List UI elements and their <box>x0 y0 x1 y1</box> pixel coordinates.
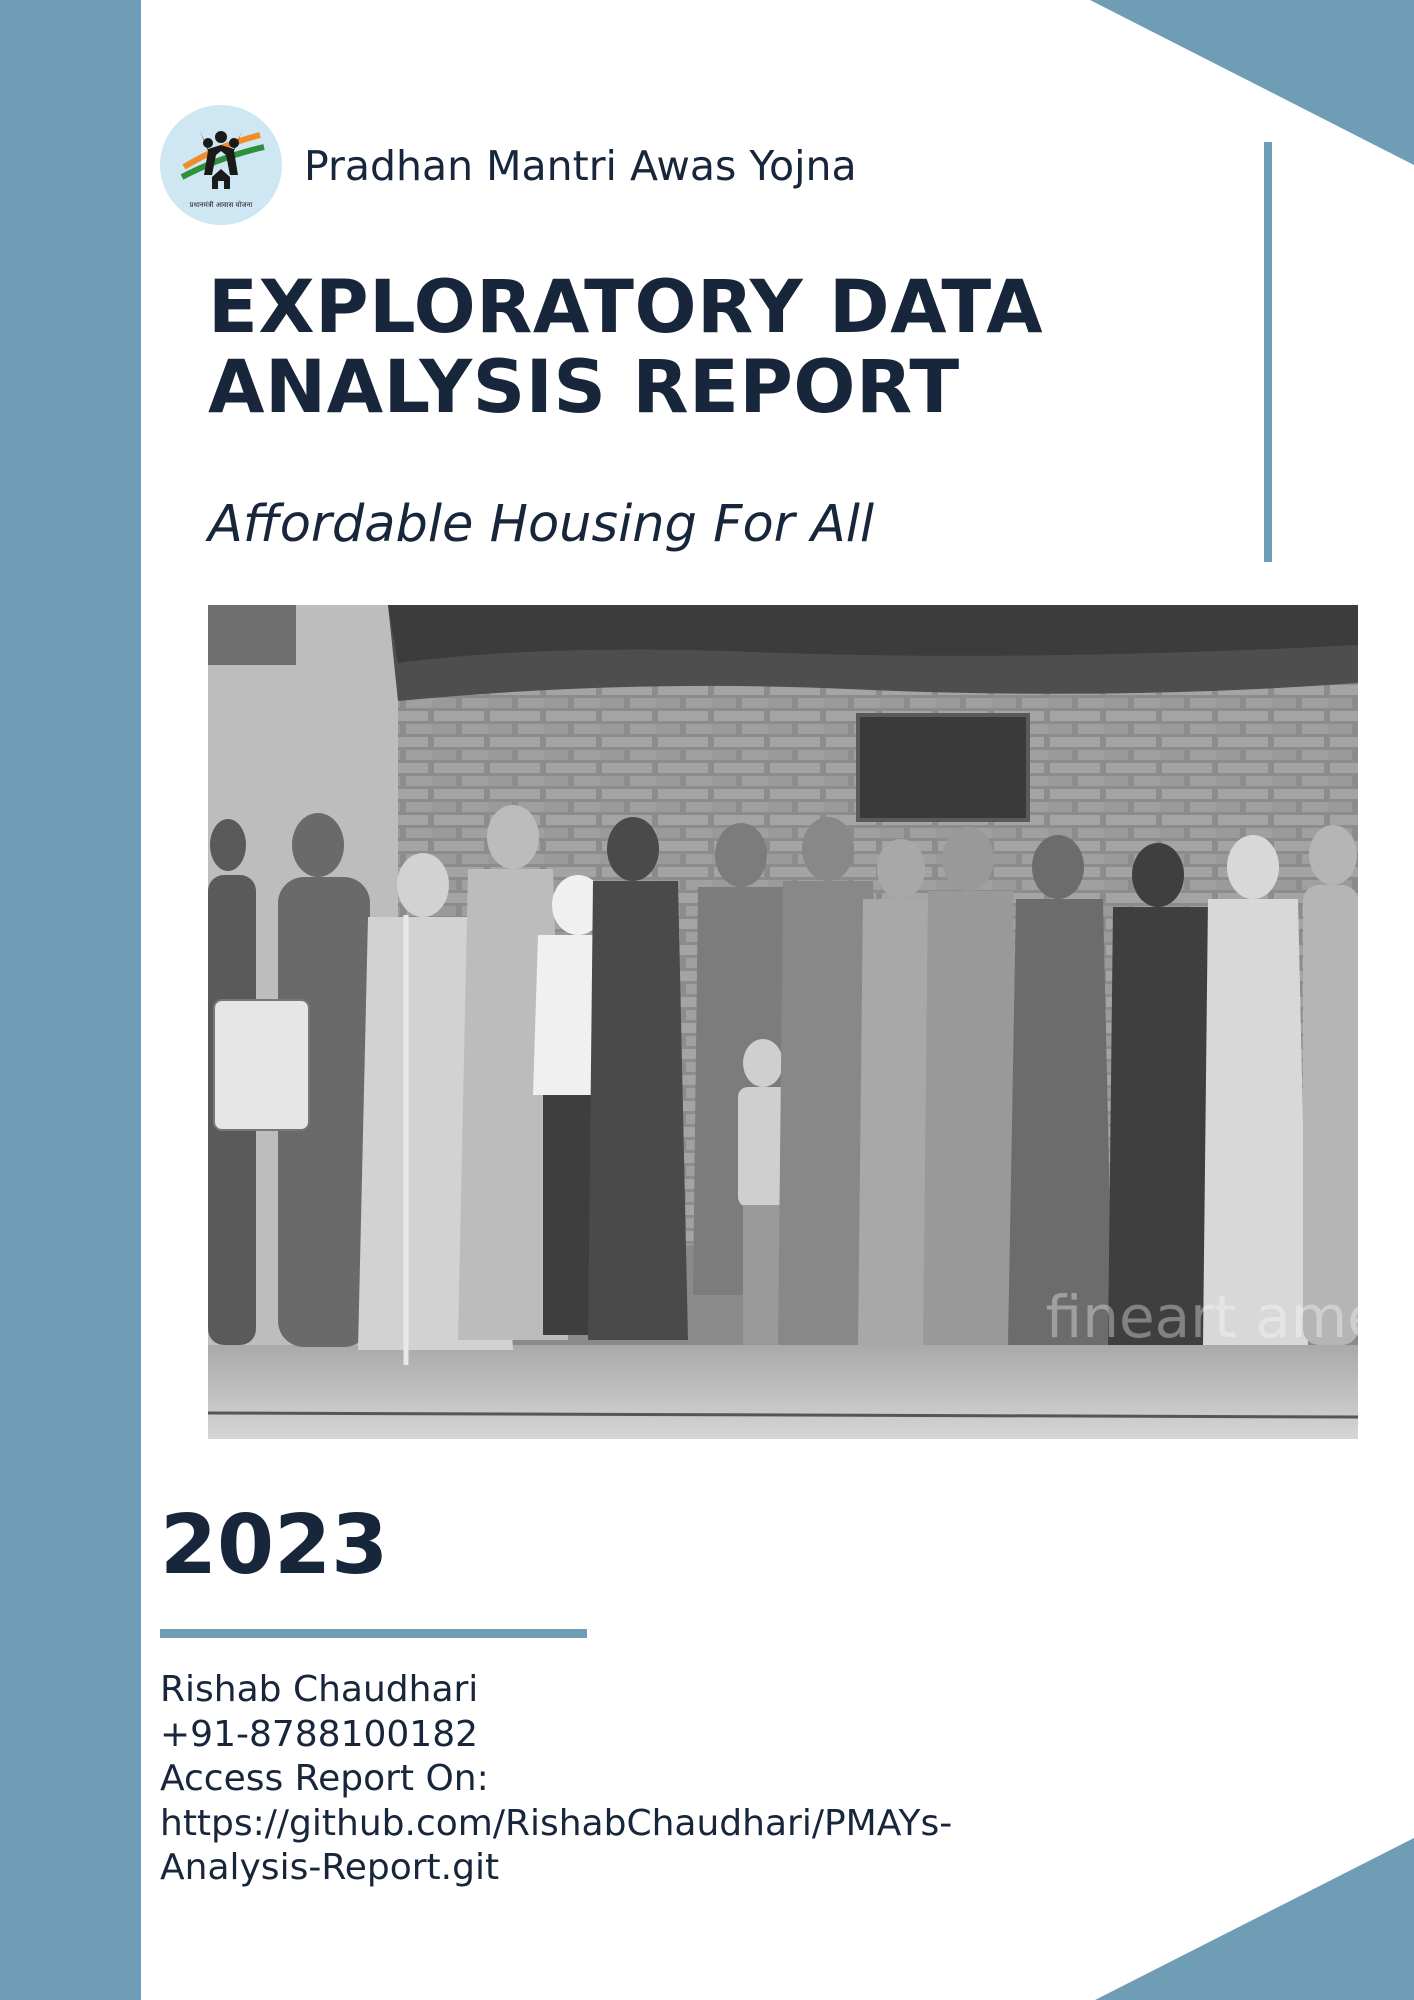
report-subtitle: Affordable Housing For All <box>208 495 875 554</box>
report-title-line-1: EXPLORATORY DATA <box>208 265 1044 350</box>
author-name: Rishab Chaudhari <box>160 1669 479 1710</box>
photo-watermark: fineart america <box>1046 1283 1358 1351</box>
report-year: 2023 <box>160 1498 389 1593</box>
pmay-logo: प्रधानमंत्री आवास योजना <box>160 105 282 225</box>
top-right-triangle <box>1090 0 1414 165</box>
pmay-logo-icon: प्रधानमंत्री आवास योजना <box>180 131 265 209</box>
left-accent-bar <box>0 0 141 2000</box>
year-underline <box>160 1629 587 1638</box>
author-phone: +91-8788100182 <box>160 1713 479 1755</box>
report-title: EXPLORATORY DATA ANALYSIS REPORT <box>208 268 1043 428</box>
organization-name: Pradhan Mantri Awas Yojna <box>304 142 857 190</box>
vertical-divider <box>1264 142 1272 562</box>
report-link-line-2[interactable]: Analysis-Report.git <box>160 1847 500 1888</box>
report-link-line-1[interactable]: https://github.com/RishabChaudhari/PMAYs… <box>160 1802 953 1844</box>
cover-photo-image: fineart america <box>208 605 1358 1439</box>
access-label: Access Report On: <box>160 1758 489 1799</box>
report-title-line-2: ANALYSIS REPORT <box>208 345 960 430</box>
cover-photo: fineart america <box>208 605 1358 1439</box>
bottom-right-triangle <box>1095 1838 1414 2000</box>
author-block: Rishab Chaudhari +91-8788100182 Access R… <box>160 1668 952 1891</box>
logo-caption: प्रधानमंत्री आवास योजना <box>190 200 253 209</box>
